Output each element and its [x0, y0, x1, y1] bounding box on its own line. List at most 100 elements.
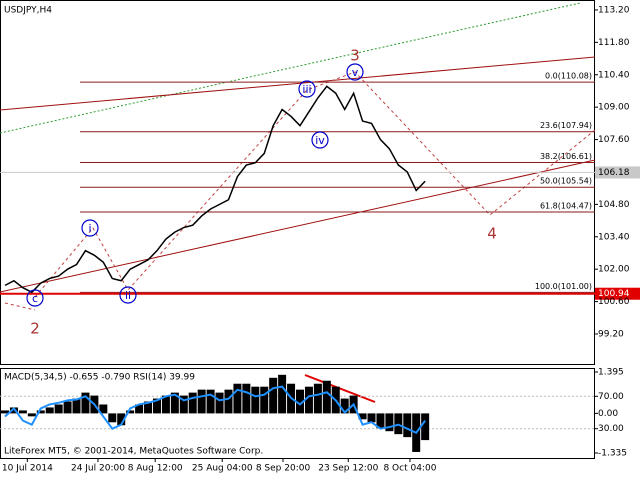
- fib-label: 23.6(107.94): [540, 121, 592, 130]
- wave-label: iii: [302, 83, 311, 96]
- macd-bar: [117, 413, 126, 426]
- macd-bar: [242, 383, 251, 414]
- wave-label: c: [32, 292, 38, 305]
- divergence-line: [304, 374, 376, 403]
- macd-bar: [421, 413, 430, 441]
- macd-bar: [296, 389, 304, 414]
- macd-bar: [385, 413, 394, 432]
- macd-bar: [322, 380, 331, 414]
- x-tick-label: 24 Jul 20:00: [71, 464, 125, 474]
- trend-line: [0, 2, 581, 134]
- macd-bar: [179, 395, 188, 414]
- wave-path: [4, 302, 36, 311]
- macd-bar: [27, 413, 36, 417]
- fib-label: 38.2(106.61): [540, 152, 592, 161]
- y-tick-label: 1.395: [598, 368, 624, 378]
- macd-bar: [108, 413, 117, 423]
- macd-bar: [367, 413, 376, 423]
- macd-bar: [72, 398, 81, 414]
- macd-bar: [18, 410, 27, 414]
- y-tick-label: 99.20: [598, 329, 624, 339]
- y2-tick-label: 70.00: [598, 392, 624, 402]
- macd-bar: [36, 410, 45, 414]
- wave-circle: [346, 63, 364, 81]
- macd-bar: [206, 389, 215, 414]
- y2-tick-label: 30.00: [598, 424, 624, 434]
- macd-bar: [313, 383, 322, 414]
- y-tick-label: 111.80: [598, 38, 630, 48]
- wave-label: 4: [487, 225, 497, 243]
- macd-bar: [260, 386, 269, 414]
- trend-line: [0, 159, 596, 293]
- macd-bar: [403, 413, 412, 438]
- fib-label: 61.8(104.47): [540, 202, 592, 211]
- macd-bar: [144, 401, 153, 414]
- chart-title: USDJPY,H4: [4, 6, 52, 16]
- macd-bar: [215, 392, 224, 414]
- fib-label: 100.0(101.00): [535, 282, 592, 291]
- last-price-label: 106.18: [598, 168, 630, 178]
- macd-bar: [99, 404, 108, 414]
- wave-path: [34, 71, 596, 298]
- macd-bar: [170, 392, 179, 414]
- x-tick-label: 10 Jul 2014: [2, 464, 53, 474]
- y-tick-label: -1.335: [598, 449, 627, 459]
- y-tick-label: 0.00: [598, 409, 618, 419]
- macd-bar: [358, 413, 367, 420]
- macd-bar: [251, 386, 260, 414]
- y-tick-label: 113.20: [598, 5, 630, 15]
- macd-bar: [233, 383, 242, 414]
- macd-bar: [9, 407, 18, 414]
- y-tick-label: 104.80: [598, 200, 630, 210]
- y-tick-label: 109.00: [598, 103, 630, 113]
- wave-circle: [26, 289, 44, 307]
- macd-bar: [135, 404, 144, 414]
- y-tick-label: 100.60: [598, 297, 630, 307]
- y-tick-label: 103.40: [598, 232, 630, 242]
- fib-label: 50.0(105.54): [540, 177, 592, 186]
- macd-bar: [54, 404, 63, 414]
- macd-bar: [45, 407, 54, 414]
- macd-bar: [63, 401, 72, 414]
- wave-circle: [81, 219, 99, 237]
- fib-label: 0.0(110.08): [545, 72, 592, 81]
- wave-label: 3: [350, 47, 360, 65]
- wave-label: iv: [315, 134, 325, 147]
- last-price-tag: [595, 166, 640, 179]
- x-tick-label: 8 Oct 04:00: [383, 464, 436, 474]
- macd-bar: [224, 389, 233, 414]
- price-frame: [0, 0, 595, 365]
- macd-bar: [161, 395, 170, 414]
- x-tick-label: 23 Sep 12:00: [318, 464, 378, 474]
- wave-label: ii: [125, 289, 131, 302]
- macd-bar: [188, 392, 197, 414]
- macd-bar: [278, 374, 287, 414]
- macd-bar: [197, 389, 206, 414]
- indicator-frame: [0, 368, 595, 459]
- macd-bar: [340, 398, 349, 414]
- rsi-line: [4, 385, 426, 434]
- macd-bar: [152, 398, 161, 414]
- macd-bar: [81, 392, 90, 414]
- wave-circle: [298, 80, 316, 98]
- wave-label: v: [352, 66, 359, 79]
- macd-bar: [304, 386, 313, 414]
- y-tick-label: 107.60: [598, 135, 630, 145]
- y-tick-label: 110.40: [598, 70, 630, 80]
- y-tick-label: 102.00: [598, 265, 630, 275]
- macd-bar: [1, 410, 9, 414]
- wave-label: i: [88, 222, 91, 235]
- wave-label: 2: [30, 320, 40, 338]
- wave-circle: [119, 286, 137, 304]
- macd-bar: [376, 413, 385, 429]
- wave-circle: [311, 131, 329, 149]
- macd-bar: [269, 377, 278, 414]
- x-tick-label: 25 Aug 04:00: [192, 464, 253, 474]
- price-line: [4, 85, 426, 294]
- footer: LiteForex MT5, © 2001-2014, MetaQuotes S…: [4, 447, 263, 457]
- support-tag: [595, 287, 640, 300]
- x-tick-label: 8 Aug 12:00: [128, 464, 183, 474]
- indicator-title: MACD(5,34,5) -0.655 -0.790 RSI(14) 39.99: [4, 373, 195, 383]
- x-tick-label: 8 Sep 20:00: [256, 464, 311, 474]
